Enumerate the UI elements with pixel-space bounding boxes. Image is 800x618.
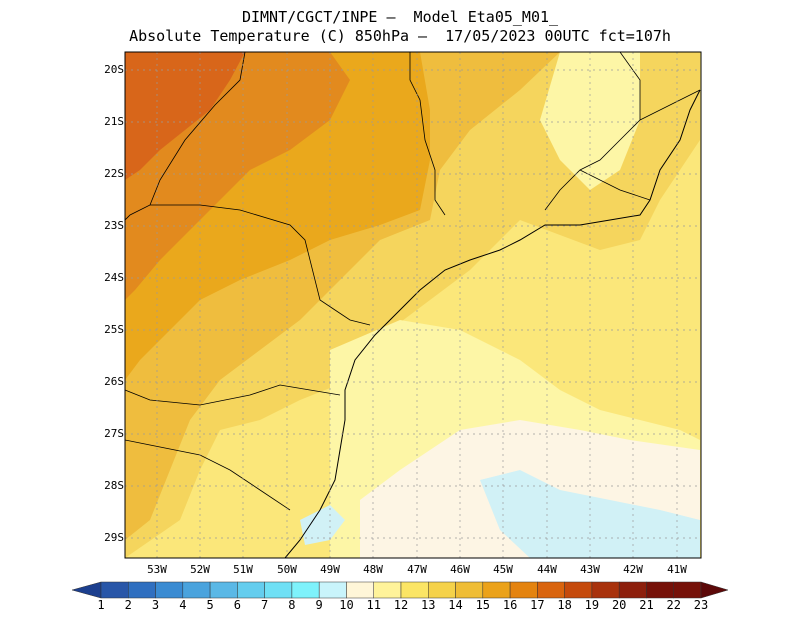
colorbar-label: 18 xyxy=(557,598,572,612)
colorbar-label: 23 xyxy=(693,598,709,612)
colorbar-swatch xyxy=(482,581,511,599)
colorbar-swatch xyxy=(455,581,484,599)
colorbar-label: 16 xyxy=(502,598,518,612)
lon-label: 45W xyxy=(493,563,513,576)
field-level-18 xyxy=(125,52,245,180)
colorbar-label: 17 xyxy=(530,598,545,612)
colorbar-label: 3 xyxy=(151,598,160,612)
lat-label: 24S xyxy=(104,271,124,284)
colorbar-swatch xyxy=(428,581,456,599)
lon-label: 51W xyxy=(233,563,253,576)
lon-label: 48W xyxy=(363,563,383,576)
lon-label: 41W xyxy=(667,563,687,576)
colorbar xyxy=(71,581,729,599)
lon-label: 46W xyxy=(450,563,470,576)
lat-label: 20S xyxy=(104,63,124,76)
colorbar-swatch xyxy=(209,581,238,599)
title-line-2: Absolute Temperature (C) 850hPa – 17/05/… xyxy=(129,27,671,45)
colorbar-swatch xyxy=(128,581,156,599)
temperature-field xyxy=(125,52,701,558)
title-line-1: DIMNT/CGCT/INPE – Model Eta05_M01_ xyxy=(241,8,559,26)
grid-lines xyxy=(125,52,701,558)
colorbar-label: 7 xyxy=(261,598,269,612)
lon-label: 43W xyxy=(580,563,600,576)
lon-label: 49W xyxy=(320,563,340,576)
lon-label: 47W xyxy=(407,563,427,576)
colorbar-label: 11 xyxy=(366,598,381,612)
lat-label: 21S xyxy=(104,115,124,128)
colorbar-label: 2 xyxy=(124,598,132,612)
colorbar-swatch xyxy=(237,581,265,599)
lat-label: 26S xyxy=(104,375,124,388)
lat-label: 27S xyxy=(104,427,124,440)
colorbar-label: 14 xyxy=(448,598,463,612)
colorbar-swatch xyxy=(537,581,565,599)
coastline xyxy=(284,89,701,558)
colorbar-swatch xyxy=(373,581,402,599)
colorbar-label: 15 xyxy=(475,598,491,612)
colorbar-swatch xyxy=(346,581,374,599)
colorbar-swatch xyxy=(646,581,674,599)
colorbar-label: 10 xyxy=(339,598,354,612)
colorbar-swatch xyxy=(591,581,620,599)
colorbar-label: 5 xyxy=(206,598,214,612)
colorbar-label: 4 xyxy=(179,598,187,612)
lon-label: 42W xyxy=(623,563,643,576)
field-level-10b xyxy=(300,505,345,545)
lat-label: 25S xyxy=(104,323,124,336)
colorbar-label: 21 xyxy=(639,598,654,612)
lat-label: 22S xyxy=(104,167,124,180)
colorbar-swatch xyxy=(673,581,702,599)
colorbar-swatch xyxy=(564,581,593,599)
colorbar-swatch xyxy=(400,581,429,599)
colorbar-swatch xyxy=(100,581,129,599)
colorbar-label: 9 xyxy=(315,598,323,612)
colorbar-swatch xyxy=(509,581,538,599)
colorbar-label: 20 xyxy=(611,598,627,612)
colorbar-label: 19 xyxy=(584,598,600,612)
colorbar-swatch xyxy=(618,581,647,599)
colorbar-label: 22 xyxy=(666,598,681,612)
colorbar-swatch xyxy=(182,581,211,599)
colorbar-arrow-right xyxy=(700,581,729,599)
lon-label: 52W xyxy=(190,563,210,576)
colorbar-label: 12 xyxy=(393,598,409,612)
colorbar-label: 8 xyxy=(288,598,296,612)
colorbar-swatch xyxy=(264,581,293,599)
colorbar-swatch xyxy=(318,581,347,599)
lat-label: 29S xyxy=(104,531,124,544)
map-frame xyxy=(124,51,702,559)
lon-label: 44W xyxy=(537,563,557,576)
lon-label: 53W xyxy=(147,563,167,576)
lat-label: 23S xyxy=(104,219,124,232)
state-border xyxy=(125,52,701,511)
colorbar-label: 1 xyxy=(97,598,105,612)
lon-label: 50W xyxy=(277,563,297,576)
colorbar-arrow-left xyxy=(71,581,102,599)
colorbar-swatch xyxy=(291,581,320,599)
field-level-12b xyxy=(540,52,640,190)
colorbar-label: 13 xyxy=(421,598,436,612)
colorbar-label: 6 xyxy=(233,598,241,612)
lat-label: 28S xyxy=(104,479,124,492)
colorbar-swatch xyxy=(155,581,184,599)
